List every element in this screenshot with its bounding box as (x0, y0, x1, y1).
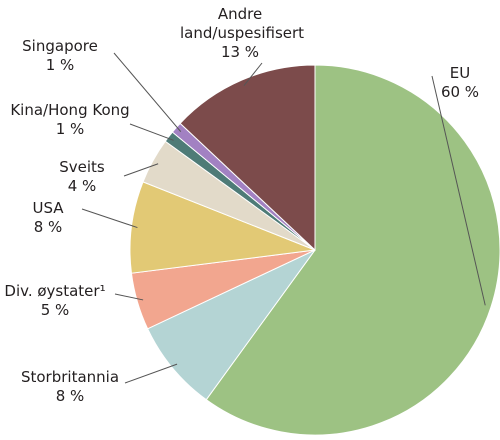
category-label: Sveits (59, 158, 105, 176)
leader-line (124, 363, 178, 384)
value-label: 1 % (45, 56, 75, 74)
pie-slice (146, 249, 316, 401)
value-label: 4 % (67, 177, 97, 195)
slice-label: Andre land/uspesifisert 13 % (180, 5, 305, 62)
category-label: USA (32, 199, 64, 217)
leader-line (129, 123, 174, 141)
slice-label: Singapore 1 % (10, 37, 110, 75)
category-label: Storbritannia (20, 368, 120, 386)
category-label: Andre land/uspesifisert (180, 5, 305, 42)
leader-line (113, 52, 182, 132)
leader-line (81, 208, 138, 229)
slice-label: EU 60 % (430, 64, 490, 102)
slice-label: Storbritannia 8 % (10, 368, 130, 406)
value-label: 8 % (33, 218, 63, 236)
category-label: Singapore (22, 37, 98, 55)
category-label: Kina/Hong Kong (10, 101, 130, 119)
slice-label: Kina/Hong Kong 1 % (0, 101, 140, 139)
slice-label: Div. øystater¹ 5 % (0, 282, 115, 320)
pie-slice (129, 181, 316, 274)
slice-label: Sveits 4 % (52, 158, 112, 196)
value-label: 8 % (55, 387, 85, 405)
leader-line (243, 62, 263, 87)
slice-label: USA 8 % (18, 199, 78, 237)
leader-line (123, 163, 159, 177)
value-label: 13 % (220, 43, 260, 61)
pie-slice (179, 64, 316, 252)
leader-line (114, 293, 144, 301)
value-label: 60 % (440, 83, 480, 101)
pie-slice (205, 64, 500, 436)
value-label: 5 % (40, 301, 70, 319)
category-label: EU (449, 64, 471, 82)
leader-line (431, 75, 486, 306)
category-label: Div. øystater¹ (4, 282, 106, 300)
value-label: 1 % (55, 120, 85, 138)
